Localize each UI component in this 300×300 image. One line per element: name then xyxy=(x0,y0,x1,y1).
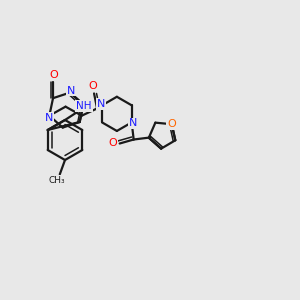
Text: CH₃: CH₃ xyxy=(49,176,65,185)
Text: N: N xyxy=(97,99,105,109)
Text: O: O xyxy=(108,137,117,148)
Text: N: N xyxy=(45,113,54,123)
Text: N: N xyxy=(67,85,75,96)
Text: N: N xyxy=(128,118,137,128)
Text: O: O xyxy=(50,70,58,80)
Text: O: O xyxy=(167,119,176,129)
Text: O: O xyxy=(89,82,98,92)
Text: NH: NH xyxy=(76,101,92,111)
